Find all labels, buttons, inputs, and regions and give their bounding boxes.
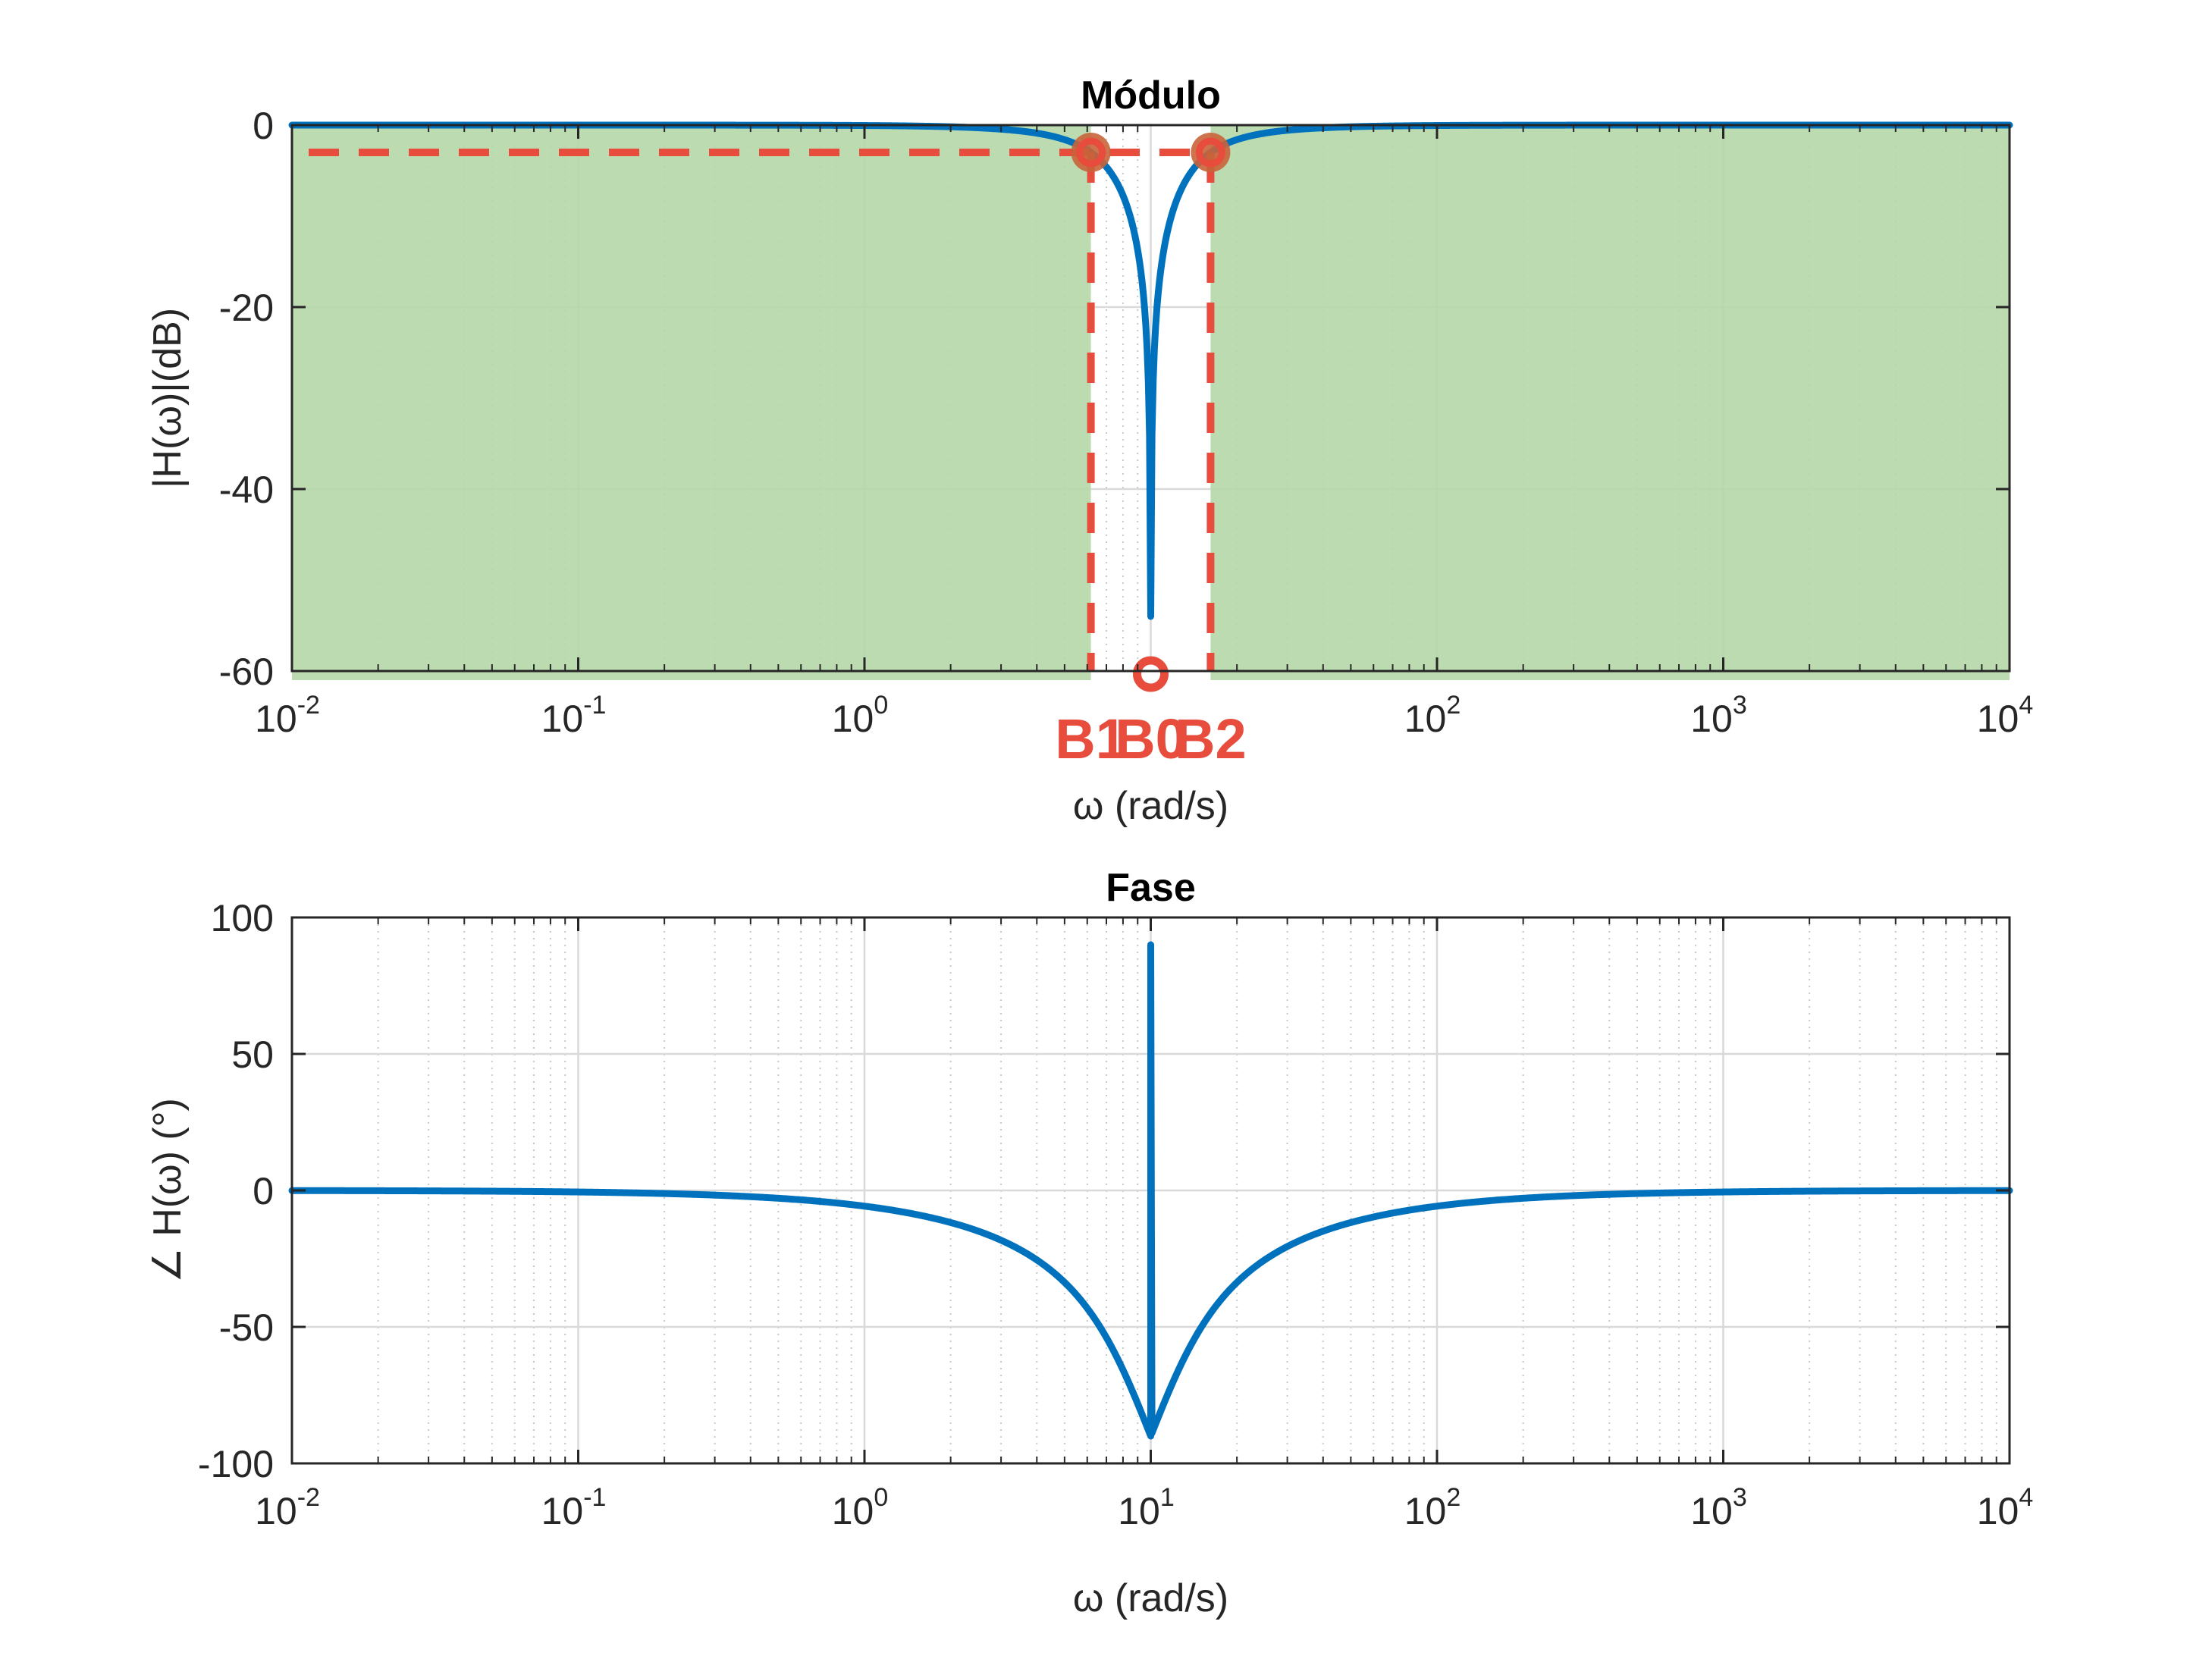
cutoff-marker (1076, 137, 1106, 168)
x-tick-label: 10-2 (255, 1483, 320, 1532)
x-tick-label: 10-1 (541, 1483, 607, 1532)
marker-label-b1: B1 (1055, 707, 1127, 770)
x-tick-label: 104 (1977, 1483, 2034, 1532)
cutoff-marker (1195, 137, 1225, 168)
x-tick-label: 102 (1404, 1483, 1461, 1532)
chart-title: Fase (1106, 866, 1196, 910)
x-tick-label: 102 (1404, 691, 1461, 740)
marker-label-b0: B0 (1115, 707, 1187, 770)
x-tick-label: 10-1 (541, 691, 607, 740)
y-tick-label: 0 (253, 1170, 274, 1212)
passband-low-shade (292, 125, 1091, 680)
x-axis-label: ω (rad/s) (1073, 1576, 1228, 1620)
x-tick-label: 104 (1977, 691, 2034, 740)
y-axis-label: |H(ω)|(dB) (146, 308, 190, 488)
y-tick-label: -40 (219, 469, 274, 511)
x-tick-label: 100 (832, 691, 889, 740)
chart-title: Módulo (1081, 74, 1221, 118)
x-axis-label: ω (rad/s) (1073, 784, 1228, 828)
y-tick-label: -20 (219, 287, 274, 329)
series-line-0 (288, 941, 2013, 1440)
y-tick-label: 50 (231, 1033, 274, 1076)
x-tick-label: 103 (1690, 691, 1747, 740)
y-tick-label: 0 (253, 105, 274, 147)
y-axis-label: ∠ H(ω) (°) (146, 1098, 190, 1283)
x-tick-label: 101 (1118, 1483, 1175, 1532)
x-tick-label: 10-2 (255, 691, 320, 740)
y-tick-label: -100 (198, 1443, 274, 1485)
center-frequency-marker (1133, 656, 1169, 692)
x-tick-label: 100 (832, 1483, 889, 1532)
y-tick-label: -60 (219, 651, 274, 693)
y-tick-label: 100 (211, 897, 274, 939)
passband-high-shade (1210, 125, 2010, 680)
marker-label-b2: B2 (1175, 707, 1247, 770)
panel-1: 10-2 10-1 100 101 102 103 104 100 50 0 -50 -100 Fase… (146, 866, 2033, 1620)
y-tick-label: -50 (219, 1306, 274, 1349)
axes-box (290, 124, 2011, 673)
x-tick-label: 103 (1690, 1483, 1747, 1532)
